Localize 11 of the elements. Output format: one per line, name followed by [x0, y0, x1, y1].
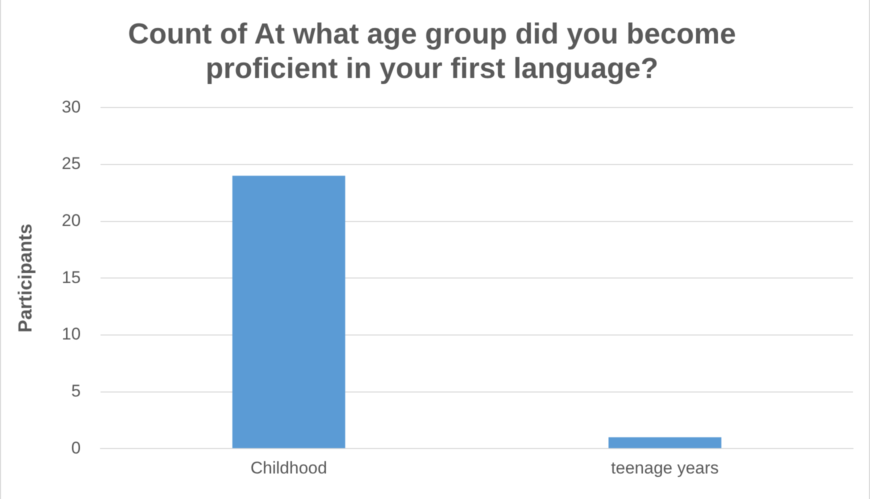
chart-title: Count of At what age group did you become proficient in your first language? [128, 18, 736, 86]
y-tick-label: 15 [62, 268, 81, 287]
y-tick-label: 20 [62, 210, 81, 230]
x-tick-label: teenage years [611, 458, 719, 478]
y-tick-label: 30 [62, 97, 81, 116]
y-tick-label: 10 [62, 324, 81, 344]
y-tick-label: 5 [71, 381, 81, 400]
y-tick-label: 0 [71, 438, 81, 458]
x-tick-label: Childhood [250, 458, 328, 478]
y-tick-label: 25 [62, 154, 81, 174]
y-axis-title: Participants [16, 224, 37, 332]
